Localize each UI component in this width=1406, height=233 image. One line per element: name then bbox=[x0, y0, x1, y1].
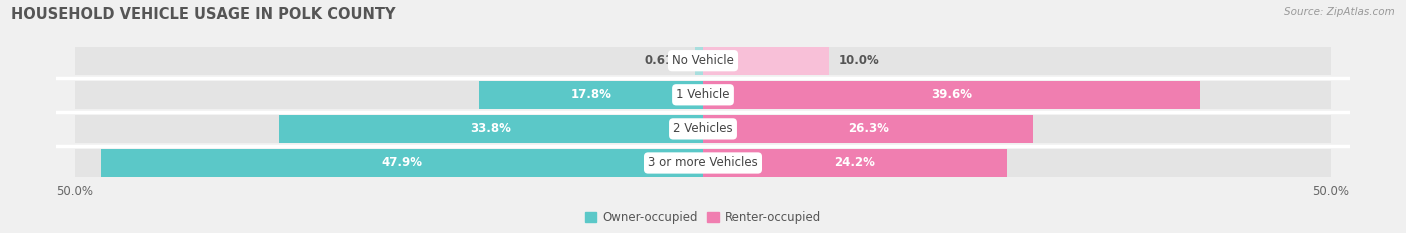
Text: 2 Vehicles: 2 Vehicles bbox=[673, 122, 733, 135]
Bar bbox=[703, 115, 1033, 143]
Text: 17.8%: 17.8% bbox=[571, 88, 612, 101]
Text: 10.0%: 10.0% bbox=[838, 54, 879, 67]
Bar bbox=[75, 47, 1331, 75]
Text: 24.2%: 24.2% bbox=[835, 157, 876, 169]
Text: 47.9%: 47.9% bbox=[381, 157, 423, 169]
Bar bbox=[703, 81, 1201, 109]
Legend: Owner-occupied, Renter-occupied: Owner-occupied, Renter-occupied bbox=[579, 206, 827, 229]
Bar bbox=[75, 149, 1331, 177]
Text: 0.61%: 0.61% bbox=[644, 54, 685, 67]
Text: 3 or more Vehicles: 3 or more Vehicles bbox=[648, 157, 758, 169]
Text: Source: ZipAtlas.com: Source: ZipAtlas.com bbox=[1284, 7, 1395, 17]
Text: 33.8%: 33.8% bbox=[471, 122, 512, 135]
Bar bbox=[696, 47, 703, 75]
Bar bbox=[703, 47, 828, 75]
Bar bbox=[703, 149, 1007, 177]
Bar bbox=[479, 81, 703, 109]
Bar bbox=[75, 115, 1331, 143]
Text: 26.3%: 26.3% bbox=[848, 122, 889, 135]
Text: HOUSEHOLD VEHICLE USAGE IN POLK COUNTY: HOUSEHOLD VEHICLE USAGE IN POLK COUNTY bbox=[11, 7, 395, 22]
Text: No Vehicle: No Vehicle bbox=[672, 54, 734, 67]
Bar bbox=[101, 149, 703, 177]
Bar bbox=[75, 81, 1331, 109]
Bar bbox=[278, 115, 703, 143]
Text: 39.6%: 39.6% bbox=[931, 88, 972, 101]
Text: 1 Vehicle: 1 Vehicle bbox=[676, 88, 730, 101]
